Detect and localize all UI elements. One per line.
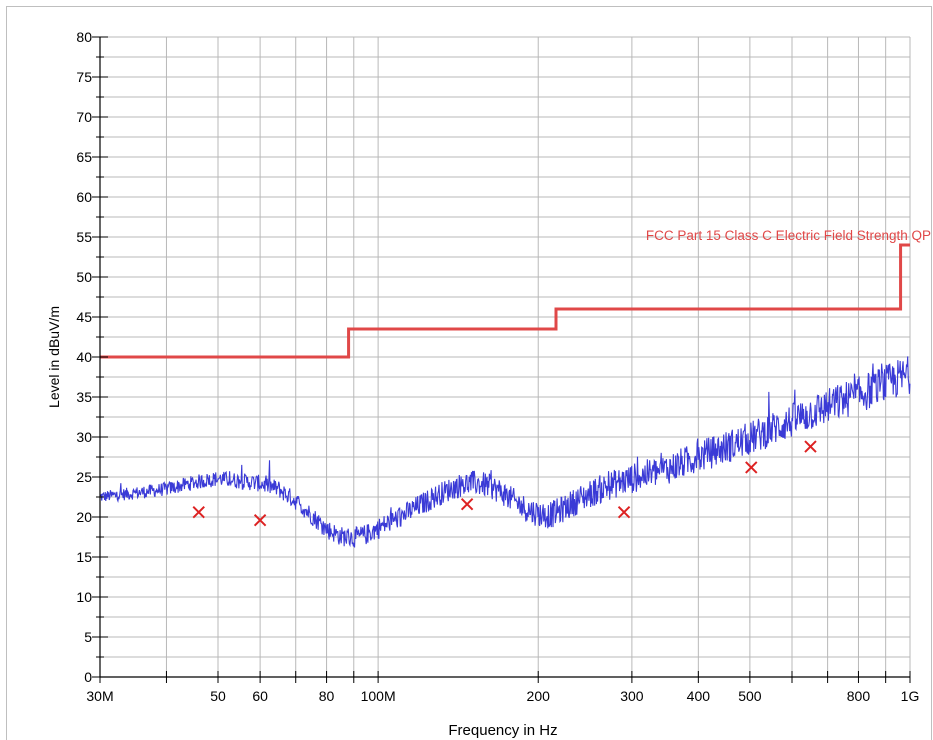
- x-tick-label: 800: [847, 688, 871, 704]
- y-tick-label: 25: [76, 469, 92, 485]
- chart-frame: [6, 6, 932, 740]
- qp-marker: [460, 497, 474, 511]
- limit-layer: [100, 243, 910, 359]
- y-tick-label: 75: [76, 69, 92, 85]
- y-tick-label: 70: [76, 109, 92, 125]
- x-tick-label: 200: [527, 688, 551, 704]
- x-tick-label: 30M: [86, 688, 113, 704]
- y-axis-title: Level in dBuV/m: [46, 306, 62, 408]
- y-tick-label: 60: [76, 189, 92, 205]
- qp-marker-stroke: [253, 513, 267, 527]
- x-tick-label: 80: [319, 688, 335, 704]
- y-tick-label: 80: [76, 29, 92, 45]
- y-tick-label: 10: [76, 589, 92, 605]
- y-tick-label: 15: [76, 549, 92, 565]
- marker-layer: [192, 440, 817, 527]
- limit-line-label: FCC Part 15 Class C Electric Field Stren…: [646, 228, 931, 243]
- y-tick-label: 55: [76, 229, 92, 245]
- y-tick-label: 30: [76, 429, 92, 445]
- x-tick-label: 1G: [901, 688, 920, 704]
- qp-marker: [745, 461, 758, 474]
- x-tick-label: 60: [252, 688, 268, 704]
- y-tick-label: 65: [76, 149, 92, 165]
- qp-marker: [253, 513, 267, 527]
- axis-layer: 0 5 10 15 20 25 30 35 40 45 50 55 60 65 70 75 80 30M 50 60 8…: [76, 29, 919, 704]
- y-tick-label: 5: [84, 629, 92, 645]
- y-tick-label: 35: [76, 389, 92, 405]
- limit-line: [100, 243, 910, 359]
- y-tick-label: 40: [76, 349, 92, 365]
- grid-layer: [99, 36, 911, 678]
- measurement-trace: [99, 356, 911, 548]
- qp-marker-stroke: [804, 440, 817, 453]
- y-tick-label: 50: [76, 269, 92, 285]
- x-tick-label: 100M: [361, 688, 396, 704]
- qp-marker: [192, 505, 205, 519]
- y-tick-label: 20: [76, 509, 92, 525]
- x-tick-label: 50: [210, 688, 226, 704]
- x-tick-label: 400: [687, 688, 711, 704]
- trace-layer: [99, 356, 911, 548]
- qp-marker-stroke: [192, 505, 205, 519]
- y-tick-label: 0: [84, 669, 92, 685]
- x-tick-label: 300: [620, 688, 644, 704]
- qp-marker: [617, 505, 631, 519]
- qp-marker-stroke: [617, 505, 631, 519]
- x-tick-label: 500: [738, 688, 762, 704]
- x-axis-title: Frequency in Hz: [448, 722, 557, 739]
- qp-marker-stroke: [460, 497, 474, 511]
- qp-marker-stroke: [745, 461, 758, 474]
- y-tick-label: 45: [76, 309, 92, 325]
- qp-marker: [804, 440, 817, 453]
